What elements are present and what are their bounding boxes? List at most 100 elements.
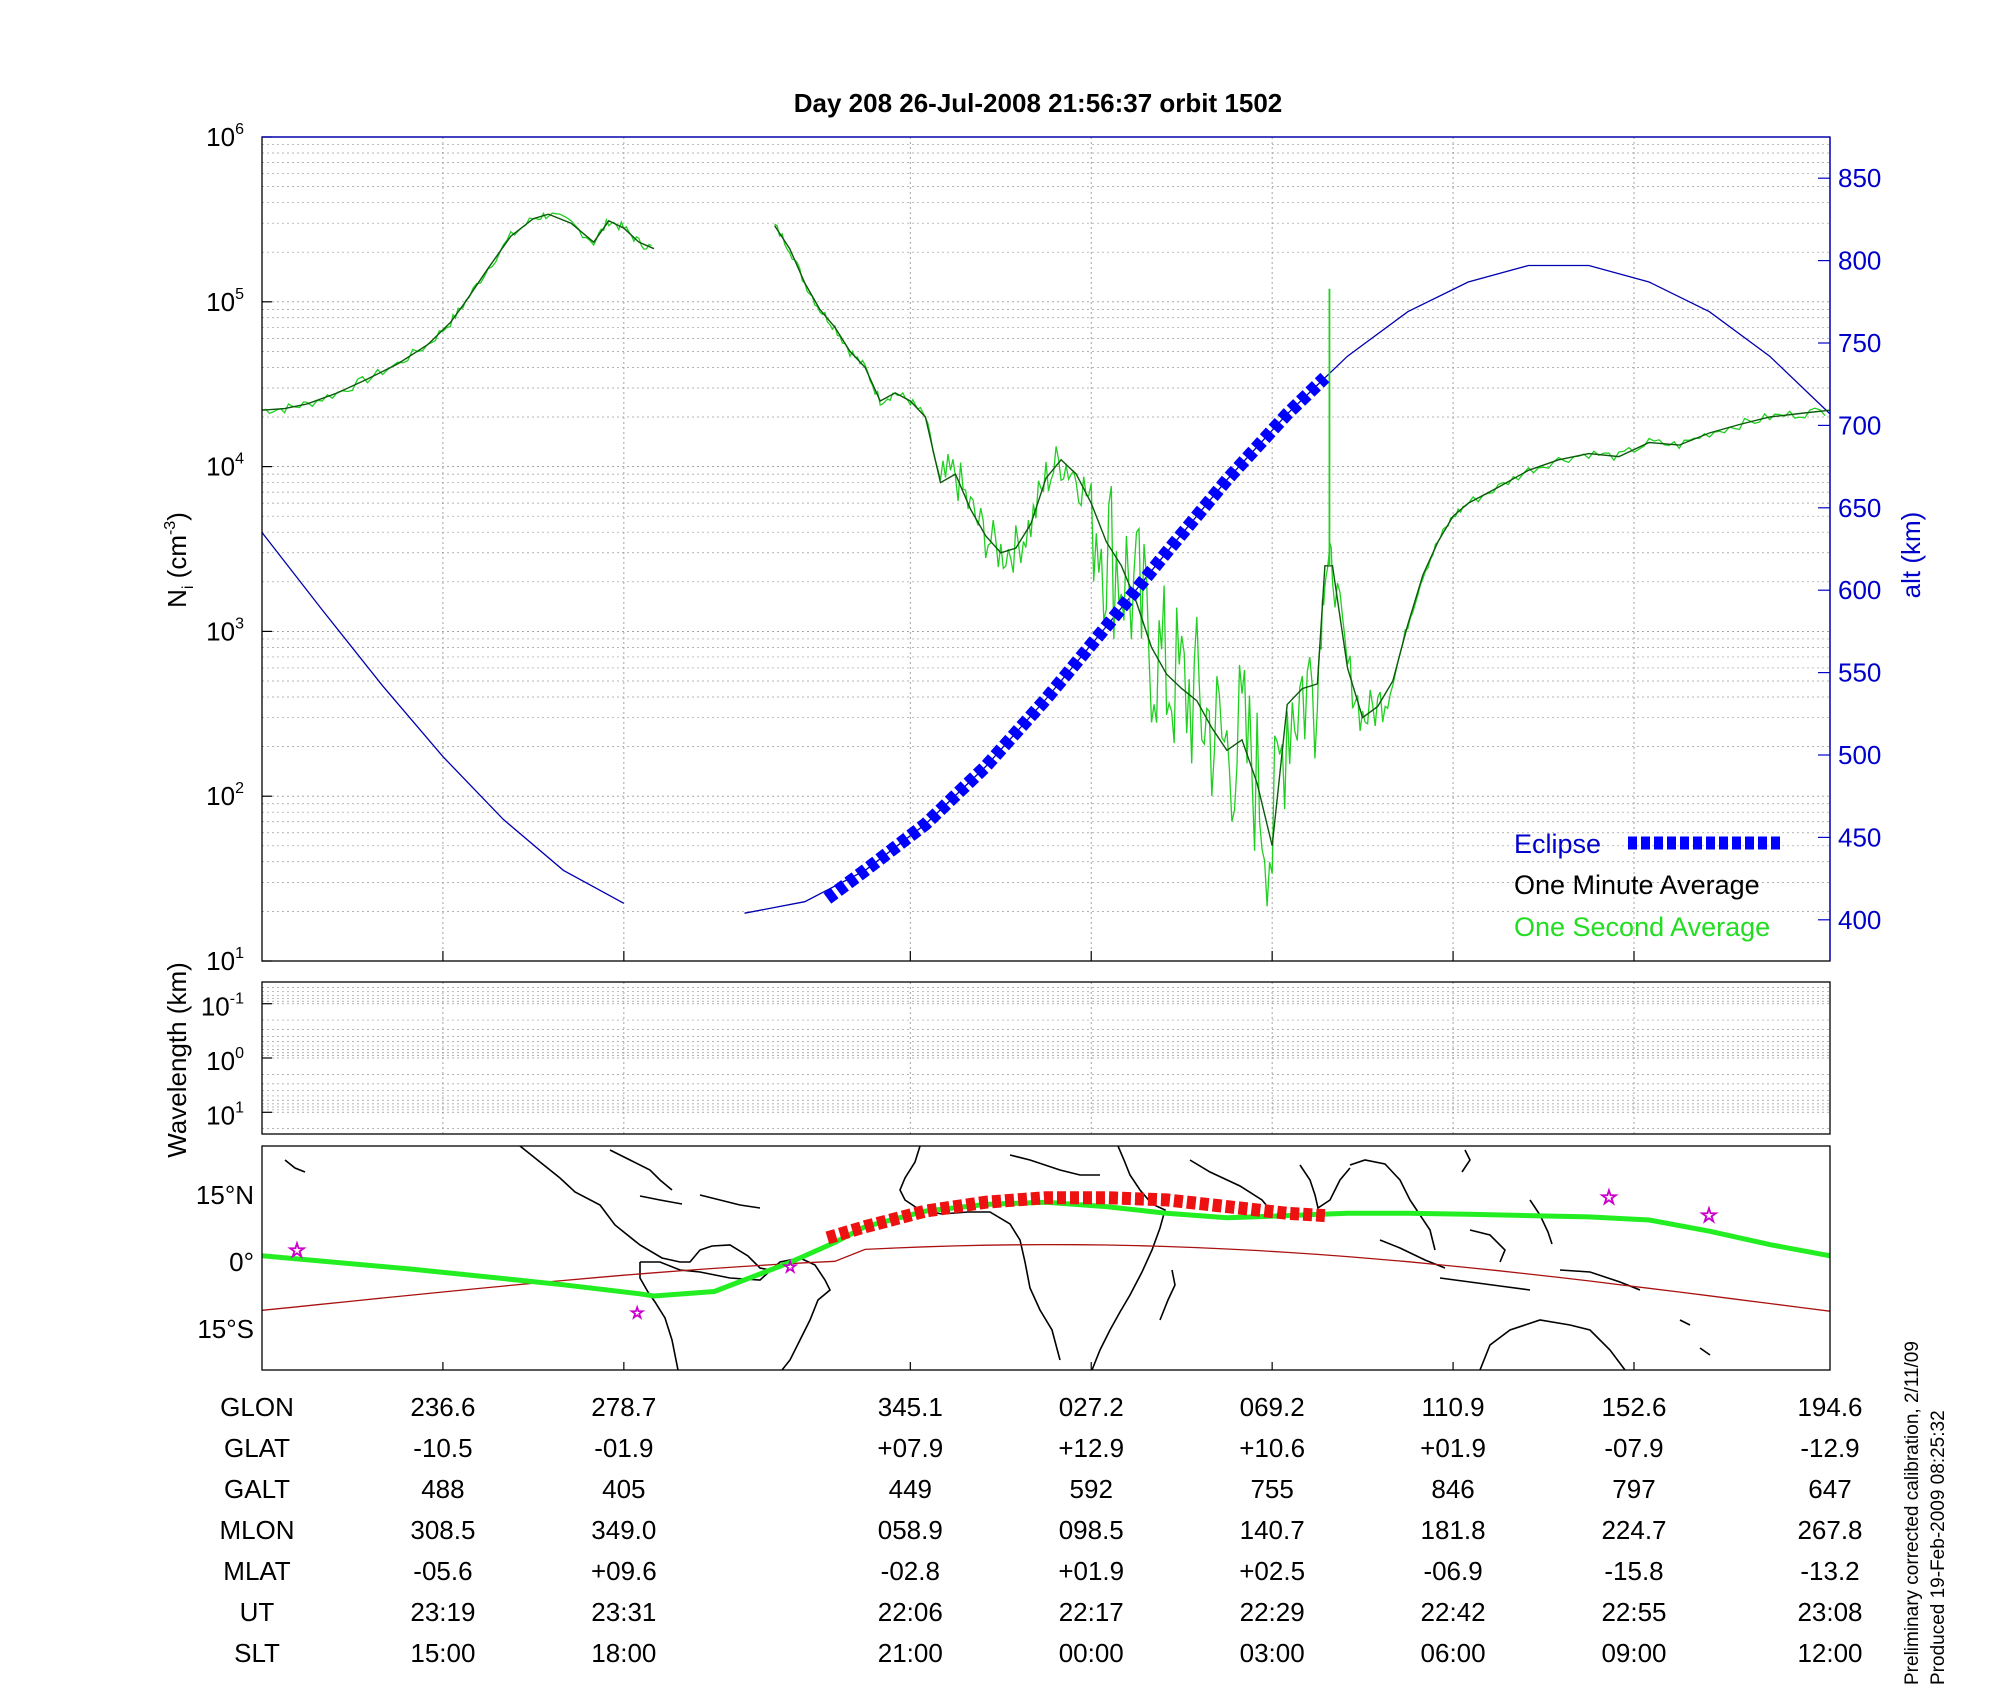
star-icon: ☆ <box>783 1257 797 1276</box>
table-cell: 224.7 <box>1601 1515 1666 1545</box>
table-cell: 069.2 <box>1240 1392 1305 1422</box>
table-cell: 22:55 <box>1601 1597 1666 1627</box>
table-cell: -13.2 <box>1800 1556 1859 1586</box>
alt-tick-label: 850 <box>1838 163 1881 193</box>
density-x-grid <box>442 137 1635 961</box>
table-cell: -06.9 <box>1423 1556 1482 1586</box>
table-cell: 22:17 <box>1059 1597 1124 1627</box>
chart-title: Day 208 26-Jul-2008 21:56:37 orbit 1502 <box>794 88 1283 118</box>
table-cell: 110.9 <box>1422 1392 1485 1422</box>
table-cell: 236.6 <box>410 1392 475 1422</box>
alt-tick-label: 700 <box>1838 410 1881 440</box>
wavelength-panel: 10-1 100 101 Wavelength (km) <box>162 962 1831 1158</box>
legend-one-minute: One Minute Average <box>1514 870 1760 900</box>
altitude-y-ticks: 400 450 500 550 600 650 700 750 800 850 <box>1818 163 1881 935</box>
table-cell: 152.6 <box>1601 1392 1666 1422</box>
table-cell: 22:42 <box>1421 1597 1486 1627</box>
y-tick-label: 105 <box>206 286 244 317</box>
wavelength-frame <box>261 981 1831 1135</box>
density-y-ticks: 101 102 103 104 105 106 <box>206 121 272 976</box>
density-y-label: Ni (cm-3) <box>162 512 197 608</box>
table-cell: 027.2 <box>1059 1392 1124 1422</box>
wavelength-y-ticks: 10-1 100 101 <box>201 991 272 1130</box>
event-stars: ☆ ☆ ☆ ☆ ☆ <box>287 1184 1718 1322</box>
alt-tick-label: 450 <box>1838 822 1881 852</box>
table-cell: 12:00 <box>1797 1638 1862 1668</box>
table-cell: 00:00 <box>1059 1638 1124 1668</box>
table-cell: 755 <box>1250 1474 1293 1504</box>
table-cell: 15:00 <box>410 1638 475 1668</box>
wavelength-y-label: Wavelength (km) <box>162 962 192 1158</box>
map-tick-15s: 15°S <box>197 1314 254 1344</box>
table-cell: -05.6 <box>413 1556 472 1586</box>
star-icon: ☆ <box>1700 1203 1718 1227</box>
table-cell: 308.5 <box>410 1515 475 1545</box>
alt-tick-label: 400 <box>1838 905 1881 935</box>
table-cell: 23:08 <box>1797 1597 1862 1627</box>
table-cell: 23:31 <box>591 1597 656 1627</box>
alt-tick-label: 800 <box>1838 246 1881 276</box>
table-cell: 449 <box>889 1474 932 1504</box>
table-cell: 22:29 <box>1240 1597 1305 1627</box>
table-row-label: GLAT <box>224 1433 290 1463</box>
table-cell: 23:19 <box>410 1597 475 1627</box>
table-cell: -10.5 <box>413 1433 472 1463</box>
alt-tick-label: 750 <box>1838 328 1881 358</box>
table-cell: +01.9 <box>1058 1556 1124 1586</box>
table-cell: -15.8 <box>1604 1556 1663 1586</box>
table-cell: +10.6 <box>1239 1433 1305 1463</box>
table-row-label: UT <box>240 1597 275 1627</box>
alt-tick-label: 550 <box>1838 658 1881 688</box>
y-tick-label: 103 <box>206 615 244 646</box>
produced-note: Produced 19-Feb-2009 08:25:32 <box>1928 1410 1949 1685</box>
table-cell: +09.6 <box>591 1556 657 1586</box>
density-panel: 101 102 103 104 105 106 400 450 500 550 600 650 700… <box>162 121 1926 976</box>
table-cell: 349.0 <box>591 1515 656 1545</box>
calibration-note: Preliminary corrected calibration, 2/11/… <box>1902 1341 1923 1685</box>
wavelength-tick-label: 10-1 <box>201 991 244 1022</box>
table-cell: -02.8 <box>881 1556 940 1586</box>
wavelength-grid <box>262 981 1830 1134</box>
table-cell: 098.5 <box>1059 1515 1124 1545</box>
y-tick-label: 106 <box>206 121 244 152</box>
position-table: GLON 236.6 278.7 345.1 027.2 069.2 110.9 152.6 1… <box>219 1392 1862 1668</box>
star-icon: ☆ <box>1600 1185 1618 1209</box>
table-cell: 405 <box>602 1474 645 1504</box>
y-tick-label: 104 <box>206 451 244 482</box>
table-cell: 267.8 <box>1797 1515 1862 1545</box>
table-row-label: MLAT <box>223 1556 291 1586</box>
table-cell: 194.6 <box>1797 1392 1862 1422</box>
table-cell: +12.9 <box>1058 1433 1124 1463</box>
density-grid <box>262 144 1830 962</box>
table-cell: -01.9 <box>594 1433 653 1463</box>
table-cell: +01.9 <box>1420 1433 1486 1463</box>
table-cell: -12.9 <box>1800 1433 1859 1463</box>
legend-one-second: One Second Average <box>1514 912 1770 942</box>
map-y-ticks: 15°N 0° 15°S <box>196 1180 254 1344</box>
magnetic-equator <box>262 1243 1830 1312</box>
table-cell: 03:00 <box>1240 1638 1305 1668</box>
altitude-y-label: alt (km) <box>1896 512 1926 599</box>
table-cell: 278.7 <box>591 1392 656 1422</box>
wavelength-tick-label: 101 <box>206 1099 244 1130</box>
satellite-track <box>262 1199 1830 1299</box>
table-cell: +02.5 <box>1239 1556 1305 1586</box>
table-row-label: SLT <box>234 1638 280 1668</box>
table-cell: 345.1 <box>878 1392 943 1422</box>
table-cell: 181.8 <box>1421 1515 1486 1545</box>
y-tick-label: 101 <box>206 945 244 976</box>
table-cell: +07.9 <box>877 1433 943 1463</box>
table-cell: 488 <box>421 1474 464 1504</box>
table-cell: 09:00 <box>1601 1638 1666 1668</box>
table-cell: 21:00 <box>878 1638 943 1668</box>
table-cell: 18:00 <box>591 1638 656 1668</box>
alt-tick-label: 650 <box>1838 493 1881 523</box>
table-cell: 058.9 <box>878 1515 943 1545</box>
table-cell: 22:06 <box>878 1597 943 1627</box>
map-frame <box>261 1145 1831 1371</box>
table-cell: 140.7 <box>1240 1515 1305 1545</box>
alt-tick-label: 500 <box>1838 740 1881 770</box>
eclipse-track <box>825 1191 1326 1245</box>
table-cell: 06:00 <box>1421 1638 1486 1668</box>
